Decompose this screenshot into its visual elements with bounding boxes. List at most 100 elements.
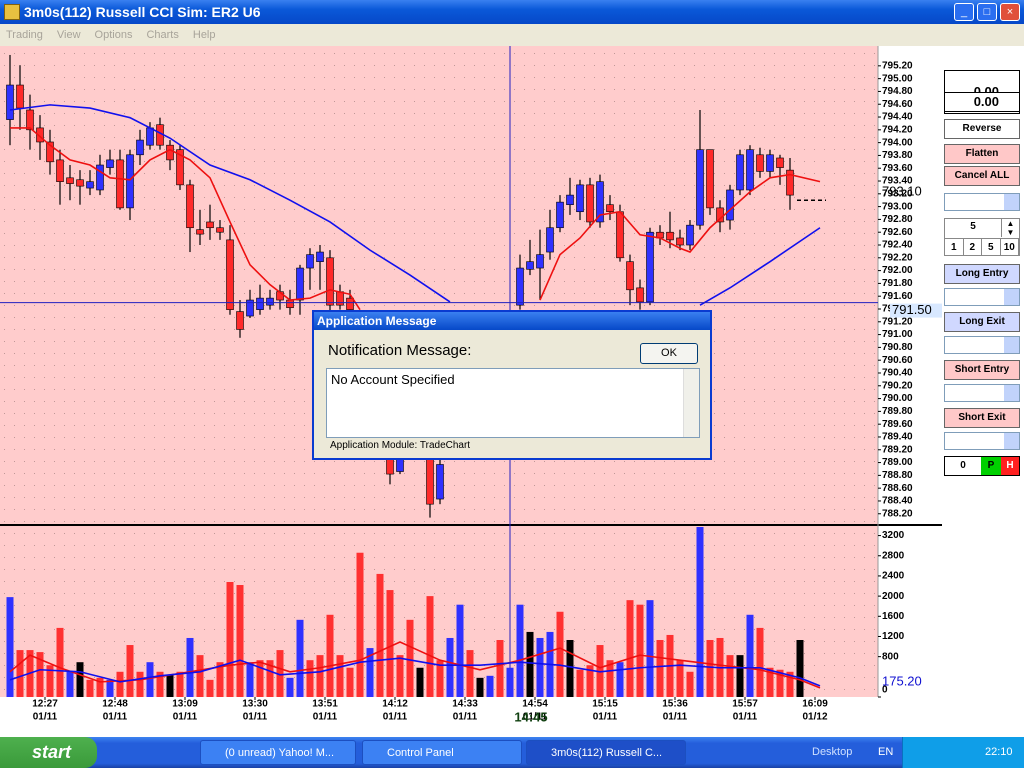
volume-bar bbox=[196, 655, 204, 697]
candle-body bbox=[306, 254, 314, 269]
volume-bar bbox=[346, 667, 354, 697]
menu-item[interactable]: Help bbox=[192, 29, 216, 41]
candle-body bbox=[86, 181, 94, 189]
reverse-button[interactable]: Reverse bbox=[944, 119, 1020, 139]
volume-bar bbox=[206, 679, 214, 697]
volume-bar bbox=[16, 650, 24, 697]
candle-body bbox=[296, 267, 304, 301]
quick-size[interactable]: 1 bbox=[945, 239, 964, 256]
candle-body bbox=[106, 159, 114, 168]
candle-body bbox=[116, 159, 124, 209]
long-exit-button[interactable]: Long Exit bbox=[944, 312, 1020, 332]
volume-bar bbox=[286, 677, 294, 697]
moving-average bbox=[9, 104, 451, 303]
quick-size[interactable]: 5 bbox=[982, 239, 1001, 256]
short-exit-dropdown[interactable] bbox=[944, 432, 1020, 450]
menu-item[interactable]: View bbox=[56, 29, 81, 41]
volume-bar bbox=[636, 604, 644, 697]
volume-bar bbox=[426, 596, 434, 697]
dialog-title: Application Message bbox=[314, 312, 710, 330]
candle-body bbox=[566, 194, 574, 205]
candle-body bbox=[206, 221, 214, 229]
volume-bar bbox=[606, 660, 614, 697]
task-button[interactable]: 3m0s(112) Russell C... bbox=[526, 740, 686, 765]
volume-bar bbox=[296, 619, 304, 697]
h-indicator[interactable]: H bbox=[1001, 457, 1019, 475]
volume-bar bbox=[56, 627, 64, 697]
candle-body bbox=[176, 149, 184, 186]
long-entry-button[interactable]: Long Entry bbox=[944, 264, 1020, 284]
candle-body bbox=[346, 297, 354, 310]
crosshair-price-label: 791.50 bbox=[892, 302, 932, 317]
candle-body bbox=[696, 149, 704, 226]
spinner[interactable]: ▲ ▼ bbox=[1001, 219, 1019, 237]
p-indicator[interactable]: P bbox=[981, 457, 1001, 475]
candle-body bbox=[726, 189, 734, 221]
volume-bar bbox=[786, 671, 794, 697]
order-panel: 0.00 0.00 Reverse Flatten Cancel ALL 5 ▲… bbox=[942, 46, 1024, 737]
menu-item[interactable]: Options bbox=[94, 29, 133, 41]
volume-bar bbox=[136, 671, 144, 697]
y-tick-label: 800 bbox=[882, 651, 899, 662]
long-entry-dropdown[interactable] bbox=[944, 288, 1020, 306]
account-dropdown[interactable] bbox=[944, 193, 1020, 211]
minimize-button[interactable]: _ bbox=[954, 3, 974, 21]
quick-size[interactable]: 2 bbox=[964, 239, 982, 256]
quantity[interactable]: 5 bbox=[970, 221, 976, 232]
position-box: 0 P H bbox=[944, 456, 1020, 476]
ok-button[interactable]: OK bbox=[640, 343, 698, 364]
y-tick-label: 0 bbox=[882, 685, 888, 696]
scrollbar[interactable] bbox=[683, 369, 699, 437]
y-tick-label: 789.00 bbox=[882, 457, 913, 468]
close-button[interactable]: × bbox=[1000, 3, 1020, 21]
task-button[interactable]: (0 unread) Yahoo! M... bbox=[200, 740, 356, 765]
candle-body bbox=[736, 154, 744, 191]
x-tick-label: 01/11 bbox=[173, 712, 198, 723]
y-tick-label: 790.00 bbox=[882, 393, 913, 404]
volume-bar bbox=[746, 614, 754, 697]
volume-bar bbox=[736, 655, 744, 697]
candle-body bbox=[676, 237, 684, 246]
candle-body bbox=[636, 287, 644, 303]
volume-bar bbox=[686, 671, 694, 697]
quick-size[interactable]: 10 bbox=[1001, 239, 1019, 256]
start-button[interactable]: start bbox=[0, 737, 97, 768]
x-tick-label: 16:09 bbox=[802, 699, 828, 710]
task-button[interactable]: Control Panel bbox=[362, 740, 522, 765]
y-tick-label: 790.40 bbox=[882, 368, 913, 379]
volume-bar bbox=[516, 604, 524, 697]
x-tick-label: 15:57 bbox=[732, 699, 758, 710]
volume-bar bbox=[626, 600, 634, 697]
short-entry-dropdown[interactable] bbox=[944, 384, 1020, 402]
volume-bar bbox=[96, 677, 104, 697]
x-tick-label: 01/11 bbox=[733, 712, 758, 723]
cancel-all-button[interactable]: Cancel ALL bbox=[944, 166, 1020, 186]
volume-bar bbox=[696, 527, 704, 697]
y-tick-label: 794.40 bbox=[882, 112, 913, 123]
menu-item[interactable]: Trading bbox=[6, 29, 43, 41]
y-tick-label: 793.00 bbox=[882, 201, 913, 212]
y-tick-label: 792.60 bbox=[882, 227, 913, 238]
clock: 22:10 bbox=[985, 746, 1013, 758]
maximize-button[interactable]: □ bbox=[977, 3, 997, 21]
volume-bar bbox=[646, 600, 654, 697]
crosshair-price-box bbox=[890, 303, 942, 318]
y-tick-label: 794.80 bbox=[882, 86, 913, 97]
menu-item[interactable]: Charts bbox=[146, 29, 179, 41]
y-tick-label: 2400 bbox=[882, 571, 905, 582]
short-exit-button[interactable]: Short Exit bbox=[944, 408, 1020, 428]
volume-bar bbox=[186, 637, 194, 697]
candle-body bbox=[256, 297, 264, 310]
y-tick-label: 789.80 bbox=[882, 406, 913, 417]
long-exit-dropdown[interactable] bbox=[944, 336, 1020, 354]
volume-bar bbox=[176, 671, 184, 697]
candle-body bbox=[646, 231, 654, 303]
flatten-button[interactable]: Flatten bbox=[944, 144, 1020, 164]
volume-bar bbox=[306, 660, 314, 697]
short-entry-button[interactable]: Short Entry bbox=[944, 360, 1020, 380]
candle-body bbox=[336, 291, 344, 306]
volume-bar bbox=[726, 655, 734, 697]
volume-bar bbox=[416, 667, 424, 697]
volume-bar bbox=[326, 614, 334, 697]
